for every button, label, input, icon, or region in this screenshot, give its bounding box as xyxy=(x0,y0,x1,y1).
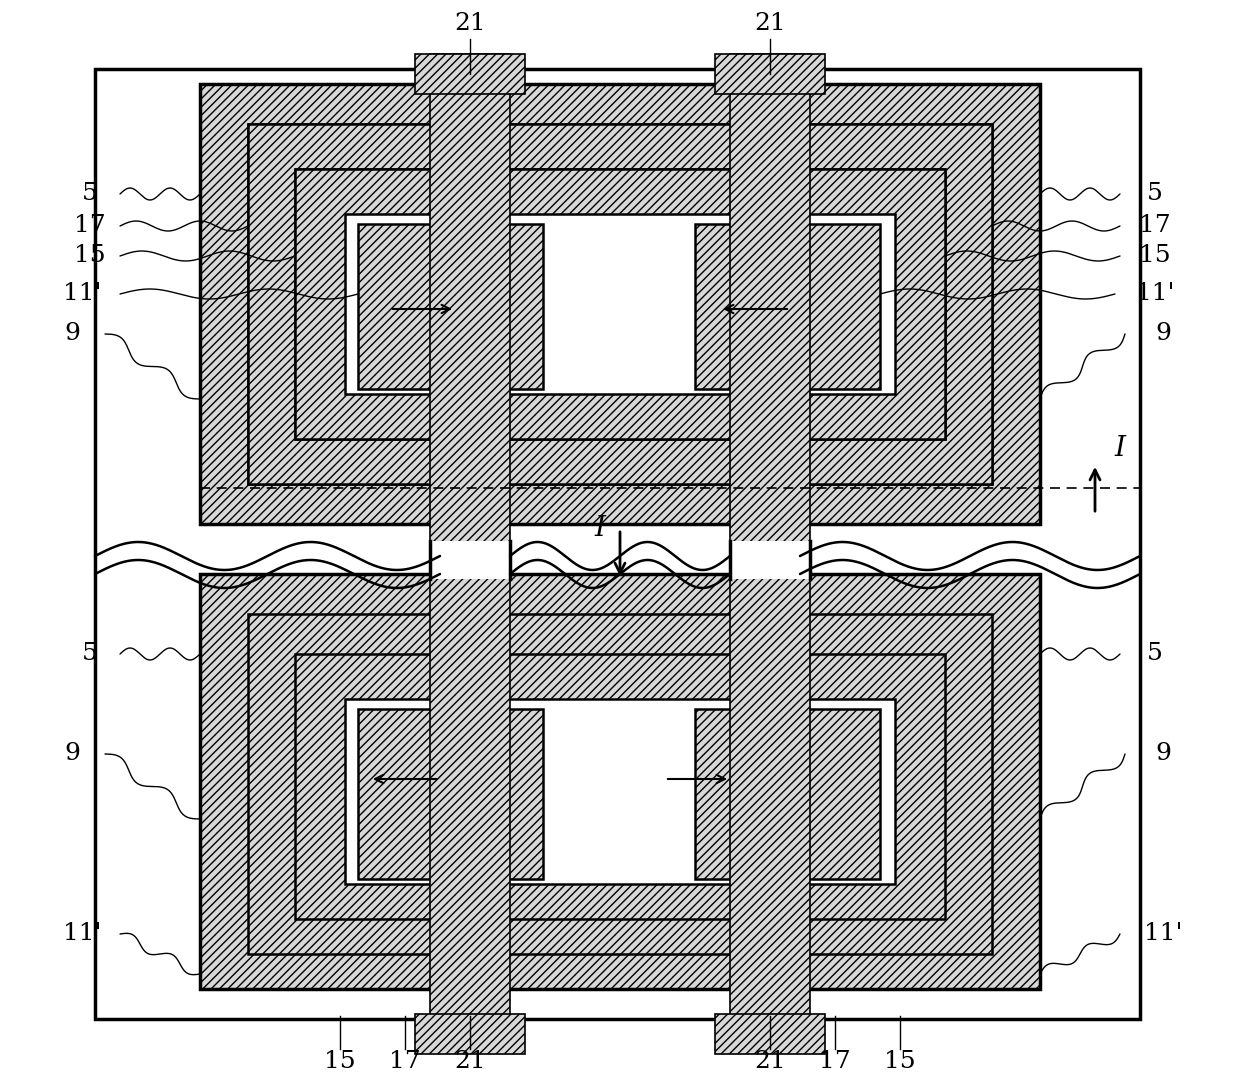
Text: 17: 17 xyxy=(1140,215,1171,237)
Text: I: I xyxy=(1115,436,1126,463)
Bar xyxy=(295,654,945,919)
Bar xyxy=(694,224,880,389)
Text: 17: 17 xyxy=(389,1050,420,1073)
Bar xyxy=(694,709,880,879)
Text: I: I xyxy=(594,516,605,542)
Bar xyxy=(95,69,1140,1019)
Text: 11': 11' xyxy=(63,922,102,945)
Bar xyxy=(358,224,543,389)
Bar xyxy=(730,541,810,579)
Bar xyxy=(730,54,810,1016)
Text: 5: 5 xyxy=(82,643,98,666)
Bar xyxy=(715,1014,825,1054)
Bar xyxy=(248,614,992,954)
Bar xyxy=(415,54,525,94)
Text: 5: 5 xyxy=(1147,643,1163,666)
Bar xyxy=(295,169,945,439)
Bar xyxy=(248,124,992,483)
Text: 21: 21 xyxy=(754,13,786,36)
Text: 9: 9 xyxy=(64,743,79,765)
Text: 11': 11' xyxy=(1136,283,1174,306)
Bar xyxy=(430,54,510,1016)
Text: 17: 17 xyxy=(74,215,105,237)
Text: 9: 9 xyxy=(1156,743,1171,765)
Bar xyxy=(715,54,825,94)
Text: 21: 21 xyxy=(454,1050,486,1073)
Text: 5: 5 xyxy=(1147,182,1163,206)
Bar xyxy=(358,709,543,879)
Text: 9: 9 xyxy=(64,323,79,346)
Text: 11': 11' xyxy=(1143,922,1182,945)
Text: 15: 15 xyxy=(884,1050,916,1073)
Text: 15: 15 xyxy=(324,1050,356,1073)
Bar xyxy=(200,83,1040,524)
Bar xyxy=(345,699,895,883)
Text: 17: 17 xyxy=(820,1050,851,1073)
Text: 21: 21 xyxy=(454,13,486,36)
Text: 15: 15 xyxy=(74,245,105,268)
Text: 15: 15 xyxy=(1140,245,1171,268)
Bar xyxy=(345,214,895,393)
Text: 5: 5 xyxy=(82,182,98,206)
Text: 11': 11' xyxy=(63,283,102,306)
Bar xyxy=(200,575,1040,989)
Bar xyxy=(430,541,510,579)
Bar xyxy=(295,169,945,439)
Text: 9: 9 xyxy=(1156,323,1171,346)
Text: 21: 21 xyxy=(754,1050,786,1073)
Bar xyxy=(248,124,992,483)
Bar xyxy=(415,1014,525,1054)
